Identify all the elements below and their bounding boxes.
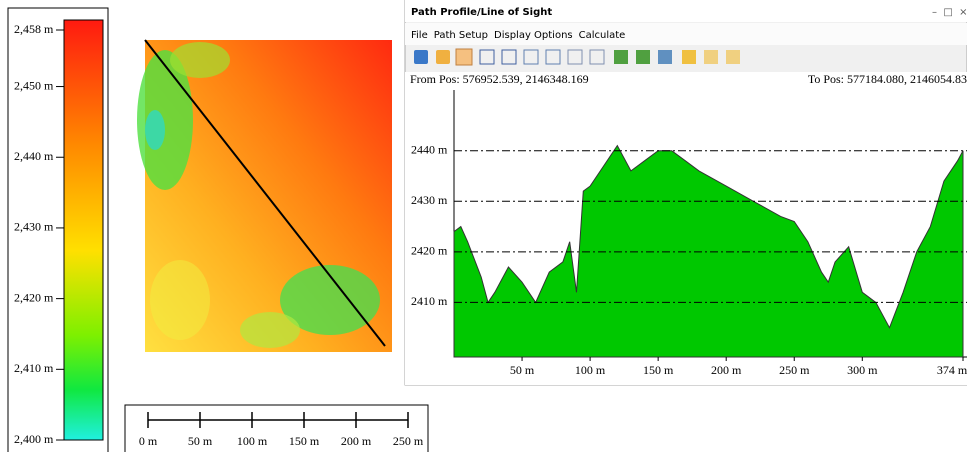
x-tick-label: 50 m [510, 363, 535, 377]
legend-label: 2,410 m [14, 361, 54, 375]
scale-label: 0 m [139, 434, 158, 448]
menu-item[interactable]: File [411, 30, 428, 41]
to-pos: To Pos: 577184.080, 2146054.83 [808, 72, 967, 86]
color-bar [64, 20, 103, 440]
page: {"legend": {"range": [2400, 2458], "tick… [0, 0, 967, 452]
scale-bar-frame [125, 405, 428, 452]
menu-item[interactable]: Calculate [579, 30, 626, 41]
y-tick-label: 2410 m [411, 294, 448, 308]
tool-button[interactable] [704, 50, 718, 64]
scale-label: 50 m [188, 434, 213, 448]
legend-label: 2,440 m [14, 149, 54, 163]
x-tick-label: 300 m [847, 363, 878, 377]
window-controls[interactable]: – □ × [932, 7, 967, 18]
menu-item[interactable]: Display Options [494, 30, 573, 41]
elevation-map [137, 40, 392, 352]
tool-button[interactable] [658, 50, 672, 64]
legend-label: 2,400 m [14, 432, 54, 446]
window-title: Path Profile/Line of Sight [411, 7, 552, 18]
legend-label: 2,450 m [14, 78, 54, 92]
tool-button[interactable] [636, 50, 650, 64]
scale-label: 200 m [341, 434, 372, 448]
x-tick-label: 250 m [779, 363, 810, 377]
menu-item[interactable]: Path Setup [434, 30, 488, 41]
x-tick-label: 200 m [711, 363, 742, 377]
tool-button[interactable] [726, 50, 740, 64]
scale-label: 250 m [393, 434, 424, 448]
from-pos: From Pos: 576952.539, 2146348.169 [410, 72, 589, 86]
y-tick-label: 2440 m [411, 142, 448, 156]
legend-label: 2,420 m [14, 290, 54, 304]
tool-button[interactable] [456, 49, 472, 65]
legend-label: 2,430 m [14, 220, 54, 234]
y-tick-label: 2420 m [411, 244, 448, 258]
tool-button[interactable] [436, 50, 450, 64]
x-tick-label: 150 m [643, 363, 674, 377]
legend-label: 2,458 m [14, 22, 54, 36]
tool-button[interactable] [682, 50, 696, 64]
scale-label: 150 m [289, 434, 320, 448]
y-tick-label: 2430 m [411, 193, 448, 207]
screen: 2,458 m 2,450 m 2,440 m 2,430 m 2,420 m 2,410… [0, 0, 967, 452]
x-tick-label: 374 m [937, 363, 967, 377]
x-tick-label: 100 m [575, 363, 606, 377]
tool-button[interactable] [614, 50, 628, 64]
tool-button[interactable] [414, 50, 428, 64]
scale-label: 100 m [237, 434, 268, 448]
